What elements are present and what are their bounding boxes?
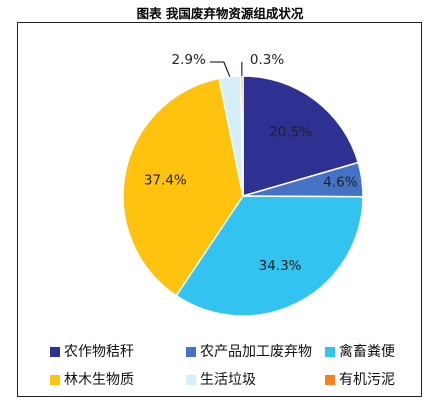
data-label-4: 37.4% [144, 173, 187, 189]
legend-label-6: 有机污泥 [339, 372, 395, 388]
leader-line-5 [209, 61, 231, 77]
legend-swatch-3 [325, 347, 335, 357]
data-label-5: 2.9% [172, 52, 206, 68]
legend-label-5: 生活垃圾 [200, 372, 256, 388]
legend-label-1: 农作物秸秆 [64, 344, 134, 360]
leader-lines [209, 61, 243, 77]
legend-label-3: 禽畜粪便 [339, 343, 395, 360]
legend-swatch-4 [50, 375, 60, 385]
legend-swatch-2 [186, 347, 196, 357]
pie-slice-1 [242, 75, 360, 197]
legend-swatch-1 [50, 347, 60, 357]
chart-title: 图表 我国废弃物资源组成状况 [136, 6, 304, 21]
data-label-1: 20.5% [269, 125, 312, 141]
data-label-3: 34.3% [259, 258, 302, 274]
legend-label-4: 林木生物质 [64, 372, 134, 388]
legend-swatch-6 [325, 375, 335, 385]
data-label-6: 0.3% [250, 52, 284, 68]
data-labels: 20.5% 4.6% 34.3% 37.4% 2.9% 0.3% [144, 52, 358, 274]
legend-label-2: 农产品加工废弃物 [200, 344, 312, 360]
pie-slice-3 [175, 195, 364, 317]
pie-slice-4 [122, 77, 244, 297]
pie-slices [122, 75, 364, 317]
legend-swatch-5 [186, 375, 196, 385]
data-label-2: 4.6% [323, 174, 357, 190]
